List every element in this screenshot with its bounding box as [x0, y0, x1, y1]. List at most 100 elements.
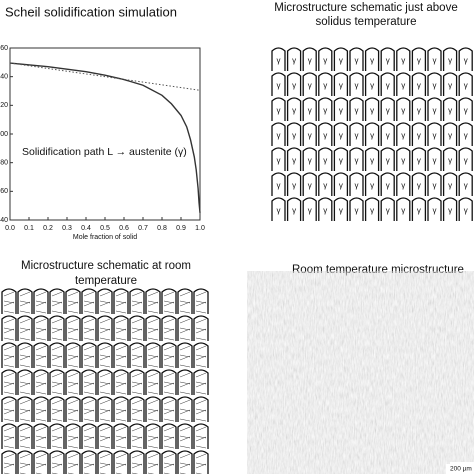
hatch: [131, 337, 143, 341]
hatch: [195, 453, 207, 459]
cell: [1, 396, 17, 422]
cell-label: γ: [323, 131, 327, 140]
cell: [113, 342, 129, 368]
cell-label: γ: [386, 156, 390, 165]
hatch: [99, 355, 111, 361]
y-tick-label: 60: [0, 45, 8, 52]
cell-label: γ: [448, 106, 452, 115]
hatch: [195, 372, 207, 378]
hatch: [179, 409, 191, 415]
hatch: [147, 372, 159, 378]
cell-label: γ: [308, 156, 312, 165]
hatch: [147, 426, 159, 432]
cell: [302, 97, 317, 121]
cell: [396, 72, 411, 96]
hatch: [51, 472, 59, 474]
hatch: [131, 328, 143, 334]
cell-label: γ: [464, 81, 468, 90]
hatch: [131, 291, 143, 297]
hatch: [163, 472, 171, 474]
hatch: [163, 301, 175, 307]
cell: [113, 288, 129, 314]
cell: [302, 172, 317, 196]
hatch: [195, 445, 207, 449]
cell: [49, 315, 65, 341]
hatch: [3, 364, 15, 368]
cell: [65, 369, 81, 395]
cell: [349, 47, 364, 71]
cell: [193, 396, 209, 422]
cell: [145, 423, 161, 449]
hatch: [147, 310, 159, 314]
hatch: [67, 399, 79, 405]
hatch: [3, 355, 15, 361]
cell-label: γ: [448, 81, 452, 90]
hatch: [67, 364, 79, 368]
cell: [17, 396, 33, 422]
hatch: [195, 463, 207, 469]
cell-label: γ: [308, 131, 312, 140]
cell: [161, 396, 177, 422]
hatch: [179, 345, 191, 351]
cell-label: γ: [448, 56, 452, 65]
cell: [49, 369, 65, 395]
cell: [302, 122, 317, 146]
cell: [271, 122, 286, 146]
hatch: [131, 426, 143, 432]
hatch: [83, 445, 95, 449]
hatch: [83, 399, 95, 405]
cell-label: γ: [417, 156, 421, 165]
cell-label: γ: [417, 131, 421, 140]
hatch: [195, 364, 207, 368]
hatch: [195, 318, 207, 324]
cell: [271, 47, 286, 71]
hatch: [115, 355, 127, 361]
hatch: [179, 445, 191, 449]
cell: [81, 369, 97, 395]
hatch: [115, 436, 127, 442]
cell-label: γ: [448, 131, 452, 140]
hatch: [131, 391, 143, 395]
cell: [113, 396, 129, 422]
y-tick-label: 60: [0, 188, 8, 195]
hatch: [67, 436, 79, 442]
cell-label: γ: [401, 106, 405, 115]
cell-label: γ: [401, 181, 405, 190]
cell-label: γ: [277, 206, 281, 215]
x-axis-label: Mole fraction of solid: [73, 234, 137, 241]
cell-label: γ: [339, 81, 343, 90]
hatch: [51, 382, 63, 388]
hatch: [163, 372, 175, 378]
cell-label: γ: [323, 81, 327, 90]
cell: [302, 197, 317, 221]
y-tick-label: 40: [0, 217, 8, 224]
cell: [349, 197, 364, 221]
x-tick-label: 0.8: [157, 225, 167, 232]
cell: [302, 72, 317, 96]
cell-label: γ: [339, 156, 343, 165]
cell-label: γ: [386, 81, 390, 90]
cell: [49, 423, 65, 449]
cell: [49, 342, 65, 368]
cell: [49, 288, 65, 314]
hatch: [51, 364, 63, 368]
hatch: [115, 391, 127, 395]
hatch: [19, 337, 31, 341]
cell: [33, 288, 49, 314]
cell-label: γ: [433, 56, 437, 65]
hatch: [83, 328, 95, 334]
hatch: [99, 472, 107, 474]
cell: [177, 423, 193, 449]
cell: [396, 172, 411, 196]
cell-label: γ: [401, 81, 405, 90]
hatch: [51, 318, 63, 324]
hatch: [35, 453, 47, 459]
cell: [81, 315, 97, 341]
hatch: [147, 364, 159, 368]
hatch: [19, 355, 31, 361]
hatch: [51, 436, 63, 442]
cell-label: γ: [386, 181, 390, 190]
hatch: [67, 328, 79, 334]
hatch: [67, 426, 79, 432]
hatch: [163, 364, 175, 368]
